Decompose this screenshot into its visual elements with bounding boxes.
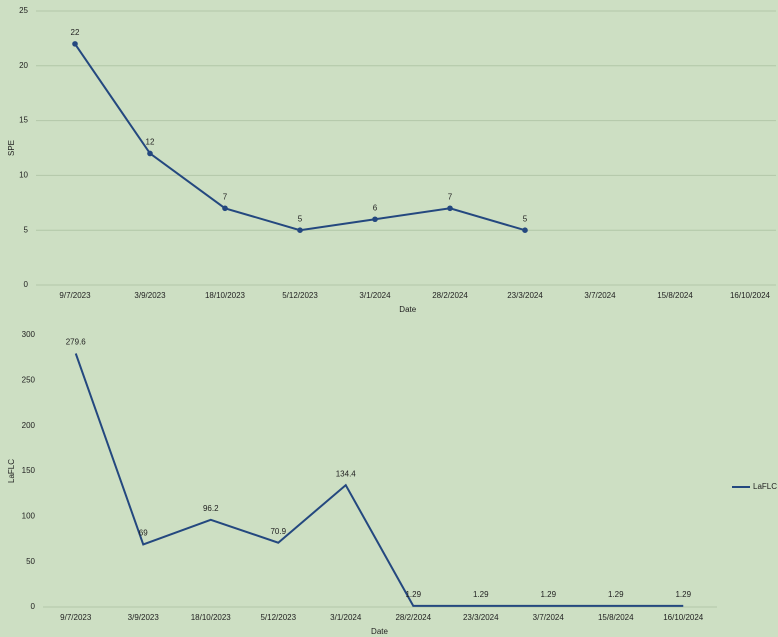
y-tick-label: 15 — [19, 116, 28, 125]
data-label: 1.29 — [473, 590, 489, 599]
y-tick-label: 0 — [24, 280, 29, 289]
data-label: 1.29 — [540, 590, 556, 599]
y-tick-label: 20 — [19, 61, 28, 70]
data-label: 6 — [373, 203, 378, 212]
data-line — [74, 353, 684, 607]
data-label: 1.29 — [405, 590, 421, 599]
data-label: 12 — [146, 138, 155, 147]
x-tick-label: 28/2/2024 — [395, 613, 431, 622]
data-point — [72, 41, 78, 47]
data-label: 22 — [71, 28, 80, 37]
y-tick-label: 200 — [22, 421, 36, 430]
x-tick-label: 28/2/2024 — [432, 291, 468, 300]
x-tick-label: 3/9/2023 — [128, 613, 160, 622]
x-tick-label: 5/12/2023 — [282, 291, 318, 300]
y-axis-title: LaFLC — [7, 459, 16, 483]
y-tick-label: 100 — [22, 511, 36, 520]
x-tick-label: 9/7/2023 — [59, 291, 91, 300]
x-axis-title: Date — [399, 305, 416, 314]
x-tick-label: 3/1/2024 — [359, 291, 391, 300]
y-tick-label: 300 — [22, 330, 36, 339]
x-tick-label: 15/8/2024 — [598, 613, 634, 622]
data-label: 7 — [448, 192, 453, 201]
data-label: 5 — [298, 214, 303, 223]
data-point — [372, 216, 378, 223]
x-tick-label: 15/8/2024 — [657, 291, 693, 300]
y-tick-label: 250 — [22, 375, 36, 384]
x-tick-label: 16/10/2024 — [730, 291, 771, 300]
data-label: 1.29 — [608, 590, 624, 599]
data-point — [297, 227, 303, 233]
x-tick-label: 3/1/2024 — [330, 613, 362, 622]
data-label: 96.2 — [203, 504, 219, 513]
x-tick-label: 23/3/2024 — [507, 291, 543, 300]
y-tick-label: 10 — [19, 171, 28, 180]
data-label: 70.9 — [270, 527, 286, 536]
x-axis-title: Date — [371, 627, 388, 636]
x-tick-label: 16/10/2024 — [663, 613, 704, 622]
x-tick-label: 23/3/2024 — [463, 613, 499, 622]
data-label: 1.29 — [675, 590, 691, 599]
data-point — [147, 150, 153, 157]
x-tick-label: 3/7/2024 — [584, 291, 616, 300]
data-point — [222, 205, 228, 212]
x-tick-label: 5/12/2023 — [260, 613, 296, 622]
legend-label: LaFLC — [753, 482, 777, 491]
data-label: 69 — [139, 529, 148, 538]
y-tick-label: 0 — [31, 602, 36, 611]
y-tick-label: 5 — [24, 225, 29, 234]
y-axis-title: SPE — [7, 140, 16, 156]
data-label: 7 — [223, 192, 228, 201]
x-tick-label: 3/7/2024 — [533, 613, 565, 622]
data-label: 279.6 — [66, 338, 87, 347]
x-tick-label: 9/7/2023 — [60, 613, 92, 622]
x-tick-label: 18/10/2023 — [205, 291, 246, 300]
data-point — [447, 205, 453, 212]
data-label: 134.4 — [336, 469, 357, 478]
y-tick-label: 25 — [19, 6, 28, 15]
x-tick-label: 18/10/2023 — [191, 613, 232, 622]
data-point — [522, 227, 528, 233]
y-tick-label: 150 — [22, 466, 36, 475]
y-tick-label: 50 — [26, 557, 35, 566]
data-line — [74, 43, 526, 232]
data-label: 5 — [523, 214, 528, 223]
x-tick-label: 3/9/2023 — [134, 291, 166, 300]
